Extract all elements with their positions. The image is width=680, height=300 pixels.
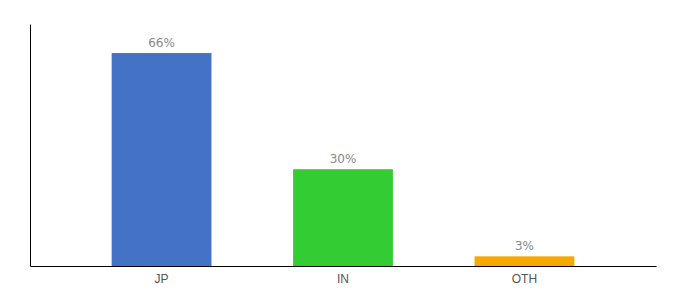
y-axis bbox=[30, 25, 31, 267]
chart: 66% 30% 3% JP IN OTH bbox=[0, 0, 680, 300]
bars bbox=[112, 53, 575, 266]
x-tick-label: IN bbox=[337, 272, 349, 286]
x-tick: JP bbox=[155, 272, 169, 286]
data-label: 66% bbox=[148, 36, 175, 50]
bar bbox=[475, 256, 575, 266]
x-tick-label: JP bbox=[155, 272, 169, 286]
data-label: 3% bbox=[515, 239, 534, 253]
bar bbox=[112, 53, 212, 266]
data-label: 30% bbox=[330, 152, 357, 166]
x-tick: OTH bbox=[512, 272, 537, 286]
x-axis-line bbox=[31, 266, 657, 267]
plot: 66% 30% 3% JP IN OTH bbox=[31, 25, 657, 286]
x-tick-label: OTH bbox=[512, 272, 537, 286]
chart-container: 66% 30% 3% JP IN OTH bbox=[0, 0, 680, 300]
bar bbox=[293, 169, 393, 266]
data-labels: 66% 30% 3% bbox=[148, 36, 534, 253]
x-tick: IN bbox=[337, 272, 349, 286]
y-axis-line bbox=[30, 25, 31, 267]
x-axis: JP IN OTH bbox=[31, 267, 657, 286]
